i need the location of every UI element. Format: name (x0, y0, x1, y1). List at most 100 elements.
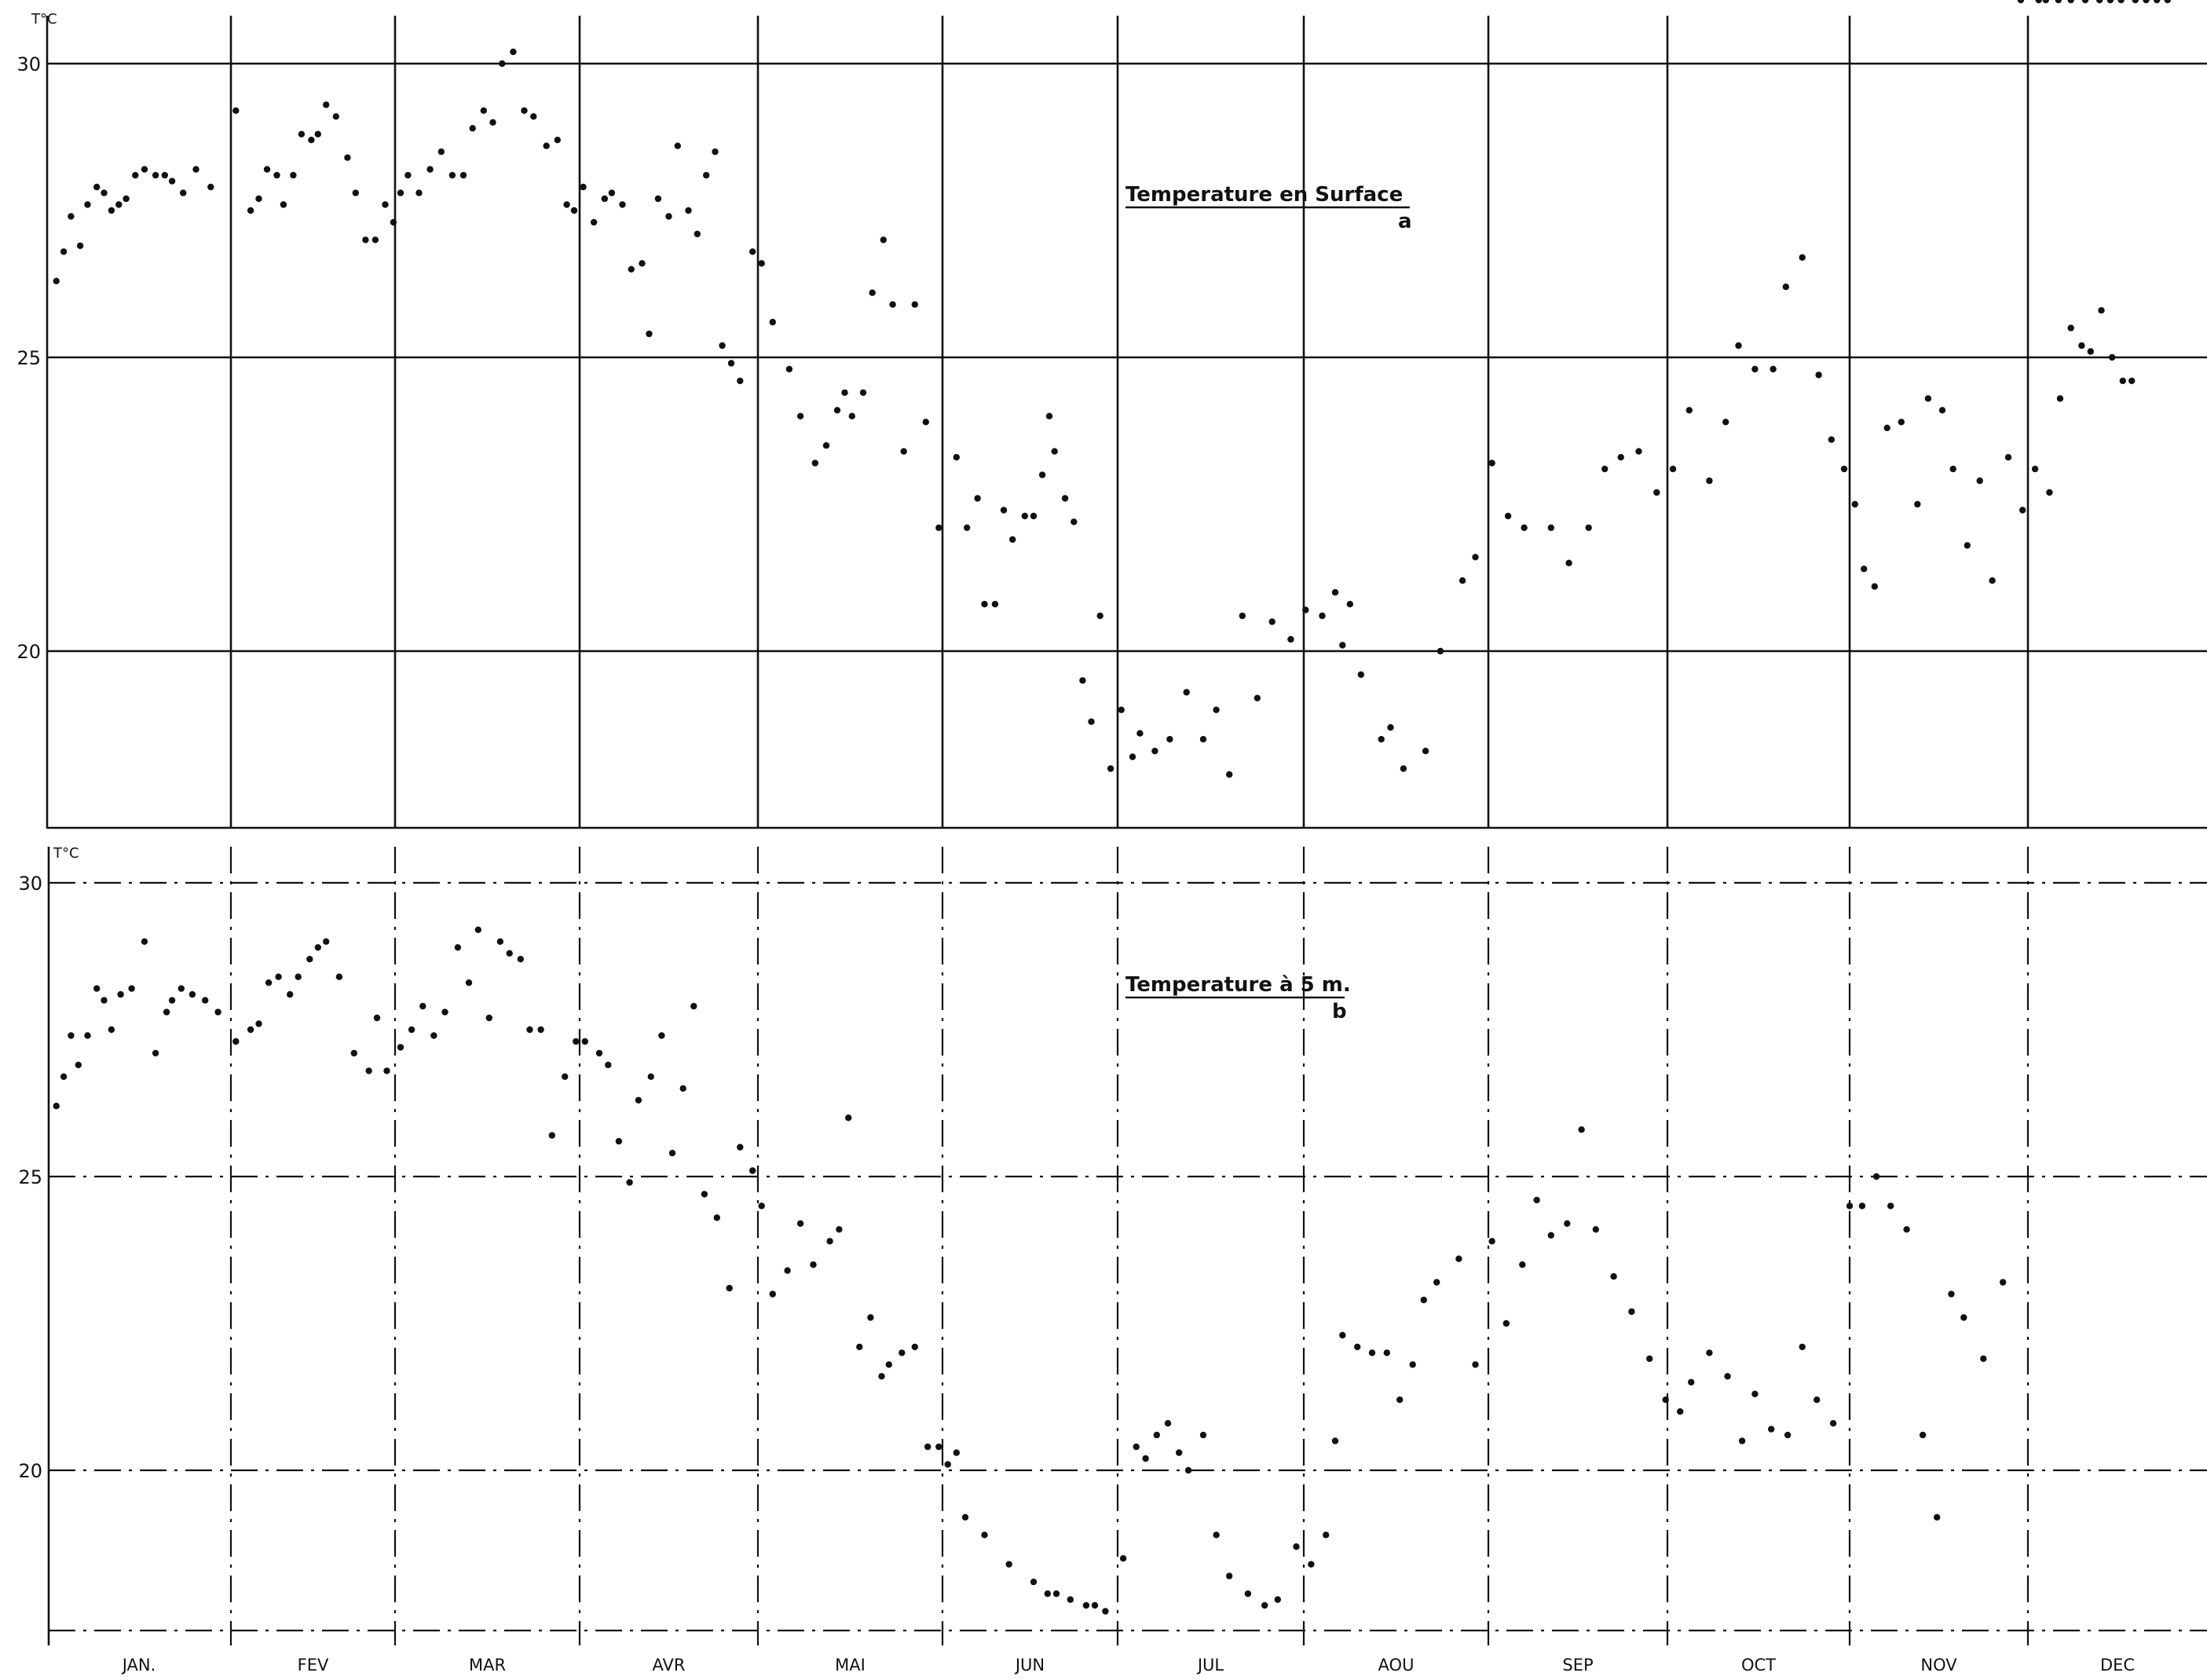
panel-a-data-point (469, 125, 476, 132)
panel-b-data-point (1420, 1296, 1428, 1304)
panel-a-data-point (1815, 372, 1822, 379)
panel-b-data-point (826, 1238, 833, 1245)
panel-a-data-point (180, 189, 187, 196)
panel-a-data-point (712, 148, 719, 156)
panel-b-data-point (1274, 1596, 1282, 1603)
panel-b-data-point (2132, 0, 2139, 4)
panel-b-data-point (796, 1220, 804, 1228)
panel-b-data-point (1768, 1426, 1775, 1433)
panel-b-data-point (93, 985, 101, 992)
panel-a-data-point (580, 183, 587, 191)
panel-a-data-point (2067, 324, 2074, 331)
panel-a-data-point (332, 113, 339, 120)
panel-a-data-point (2109, 353, 2116, 361)
panel-a-data-point (1861, 565, 1868, 573)
panel-a-data-point (1071, 518, 1078, 525)
panel-a-data-point (1799, 254, 1806, 261)
panel-b-data-point (1980, 1355, 1987, 1363)
panel-b-data-point (1184, 1466, 1192, 1474)
panel-a-data-point (628, 265, 635, 273)
month-label: MAR (469, 1656, 506, 1675)
panel-b-data-point (2067, 0, 2074, 4)
panel-b-data-point (485, 1014, 492, 1022)
panel-b-data-point (1153, 1431, 1161, 1439)
panel-a-data-point (833, 407, 841, 414)
month-labels: JAN. FEV MAR AVR MAI JUN JUL AOU SEP OCT NOV DEC (121, 1656, 2135, 1675)
panel-b-data-point (408, 1026, 415, 1034)
panel-a-data-point (1601, 465, 1609, 473)
panel-a-data-point (1617, 454, 1624, 461)
panel-b-data-point (1592, 1226, 1600, 1233)
panel-b-data-point (101, 997, 108, 1004)
month-label: JAN. (121, 1656, 156, 1675)
panel-b-data-point (1133, 1443, 1140, 1451)
panel-a-data-point (280, 201, 287, 208)
panel-b-data-point (1628, 1308, 1635, 1316)
panel-b-data-point (1067, 1596, 1074, 1603)
panel-a-data-point (1770, 365, 1777, 373)
panel-a-data-point (1151, 748, 1158, 755)
panel-b-data-point (573, 1038, 580, 1045)
panel-a-data-point (415, 189, 423, 196)
panel-b-data-point (1662, 1396, 1669, 1404)
panel-a-data-point (2119, 377, 2126, 385)
panel-a-data-point (530, 113, 537, 120)
panel-b-data-point (152, 1049, 159, 1057)
panel-a-data-point (1166, 736, 1173, 743)
panel-b-data-point (335, 973, 343, 980)
panel-b-data-point (350, 1049, 357, 1057)
month-label: DEC (2100, 1656, 2135, 1675)
panel-b-data-point (496, 938, 504, 946)
panel-b-data-point (1119, 1555, 1127, 1562)
panel-a-data-point (1319, 612, 1326, 620)
panel-b-data-point (265, 979, 273, 986)
panel-a-data-point (554, 137, 561, 144)
panel-a-data-point (639, 260, 646, 267)
panel-a-data-point (273, 171, 280, 179)
panel-b-data-point (1799, 1343, 1806, 1351)
panel-b-data-point (1082, 1601, 1090, 1609)
panel-b-data-point (1688, 1378, 1695, 1386)
month-label: AVR (653, 1656, 686, 1675)
panel-a-data-point (141, 166, 148, 173)
panel-a-data-point (1635, 448, 1642, 455)
panel-b-data-point (548, 1132, 555, 1139)
panel-b-data-point (981, 1532, 988, 1539)
panel-a-data-point (981, 601, 988, 608)
panel-b-data-point (1091, 1601, 1099, 1609)
panel-b-panel-label: b (1332, 1000, 1347, 1023)
month-label: FEV (298, 1656, 329, 1675)
panel-b-data-point (2055, 0, 2062, 4)
panel-a-data-point (1129, 753, 1136, 760)
panel-a-data-point (2004, 454, 2012, 461)
panel-a-data-point (1302, 606, 1309, 613)
panel-b-data-point (1724, 1373, 1731, 1380)
panel-a-data-point (719, 342, 726, 350)
panel-a-data-point (308, 137, 315, 144)
panel-b-data-point (878, 1373, 885, 1380)
panel-a-title: Temperature en Surface (1125, 183, 1403, 207)
month-label: MAI (835, 1656, 866, 1675)
panel-b-data-point (581, 1038, 588, 1045)
panel-a-data-point (93, 183, 101, 191)
panel-a-data-point (76, 242, 84, 250)
panel-b-data-point (1846, 1202, 1854, 1210)
panel-a-data-point (168, 178, 176, 185)
panel-b-data-point (1934, 1513, 1941, 1521)
panel-a-data-point (1840, 465, 1848, 473)
panel-a-data-point (869, 289, 876, 296)
panel-b-data-point (1244, 1590, 1252, 1598)
panel-b-data-point (60, 1073, 68, 1081)
panel-a-data-point (1226, 770, 1233, 778)
panel-b-data-point (2096, 0, 2103, 4)
panel-a-data-point (1828, 436, 1835, 443)
panel-a-data-point (1021, 512, 1029, 520)
panel-b-data-point (1919, 1431, 1927, 1439)
panel-b-data-point (944, 1461, 951, 1468)
panel-a-data-point (665, 213, 672, 220)
panel-a-data-point (1331, 589, 1339, 596)
panel-b-data-point (295, 973, 302, 980)
panel-a-data-point (1339, 642, 1346, 649)
panel-b-data-point (867, 1314, 874, 1321)
panel-a-data-point (1268, 618, 1276, 625)
